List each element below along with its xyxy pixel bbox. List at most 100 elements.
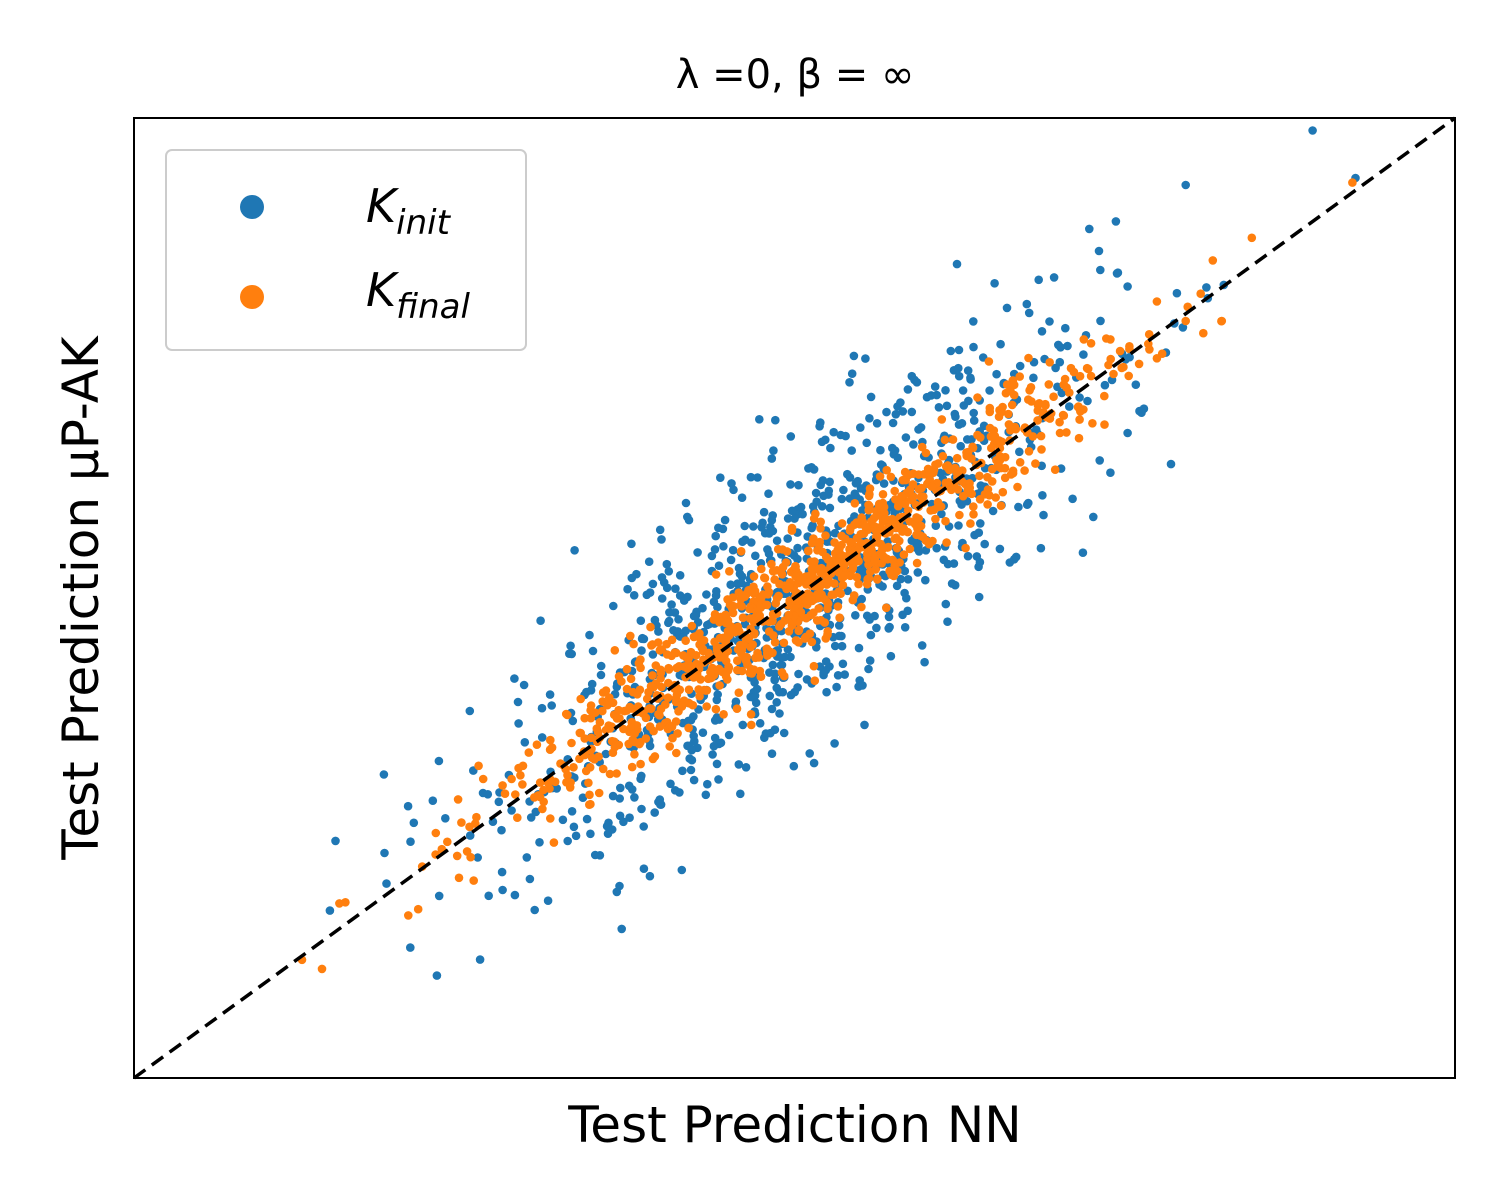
data-point: [938, 451, 948, 461]
data-point: [759, 507, 769, 517]
data-point: [903, 575, 913, 584]
data-point: [923, 464, 933, 474]
data-point: [617, 924, 626, 934]
data-point: [432, 971, 442, 980]
legend-label-k-init: Kinit: [366, 179, 452, 243]
data-point: [793, 683, 802, 692]
data-point: [494, 797, 504, 807]
data-point: [580, 713, 589, 723]
data-point: [473, 853, 483, 862]
data-point: [1068, 494, 1077, 504]
data-point: [1031, 459, 1040, 468]
legend-subscript-k-init: init: [396, 203, 451, 243]
data-point: [525, 874, 535, 884]
data-point: [598, 697, 607, 706]
data-point: [713, 602, 722, 612]
data-point: [917, 641, 927, 650]
data-point: [1100, 420, 1109, 429]
data-point: [711, 531, 720, 541]
data-point: [924, 539, 934, 549]
data-point: [452, 851, 462, 861]
data-point: [898, 475, 908, 485]
data-point: [1045, 358, 1054, 367]
data-point: [751, 551, 760, 561]
data-point: [531, 807, 541, 817]
data-point: [648, 671, 657, 680]
data-point: [650, 752, 660, 761]
data-point: [654, 627, 663, 636]
data-point: [864, 500, 873, 510]
data-point: [967, 454, 976, 463]
data-point: [875, 499, 884, 509]
identity-reference-line: [132, 116, 1457, 1080]
data-point: [715, 681, 724, 690]
data-point: [885, 566, 894, 576]
data-point: [807, 564, 817, 574]
data-point: [1038, 491, 1047, 500]
data-point: [884, 612, 894, 622]
data-point: [760, 573, 770, 583]
data-point: [655, 525, 665, 535]
data-point: [903, 385, 913, 394]
data-point: [1106, 354, 1115, 364]
data-point: [769, 446, 778, 455]
data-point: [681, 498, 691, 508]
data-point: [580, 734, 589, 743]
chart-title: λ =0, β = ∞: [676, 52, 915, 98]
data-point: [932, 543, 941, 553]
data-point: [681, 636, 690, 645]
data-point: [537, 733, 547, 742]
data-point: [472, 812, 481, 822]
data-point: [866, 392, 876, 402]
data-point: [772, 566, 782, 575]
data-point: [708, 750, 717, 759]
data-point: [947, 579, 957, 588]
data-point: [763, 545, 772, 554]
data-point: [951, 412, 960, 422]
data-point: [518, 780, 527, 789]
data-point: [549, 838, 559, 847]
data-point: [890, 486, 899, 496]
data-point: [639, 864, 649, 873]
data-point: [465, 831, 475, 840]
data-point: [1144, 330, 1154, 339]
data-point: [413, 904, 423, 914]
data-point: [545, 784, 554, 793]
data-point: [768, 660, 778, 670]
data-point: [847, 446, 856, 455]
data-point: [734, 760, 744, 769]
data-point: [777, 668, 787, 677]
data-point: [854, 579, 863, 589]
data-point: [815, 538, 824, 548]
data-point: [838, 551, 848, 561]
data-point: [602, 821, 612, 831]
data-point: [950, 480, 959, 490]
data-point: [1055, 357, 1065, 367]
data-point: [567, 738, 576, 748]
data-point: [954, 363, 963, 373]
data-point: [569, 763, 578, 772]
data-point: [963, 435, 972, 444]
data-point: [441, 814, 450, 823]
data-point: [728, 593, 738, 602]
data-point: [794, 669, 803, 679]
data-point: [684, 685, 694, 694]
data-point: [969, 317, 978, 326]
data-point: [684, 723, 693, 733]
data-point: [861, 354, 870, 363]
data-point: [1082, 363, 1092, 373]
data-point: [871, 565, 880, 574]
data-point: [830, 739, 839, 748]
data-point: [669, 626, 678, 635]
data-point: [630, 729, 639, 738]
data-point: [1247, 233, 1257, 243]
data-point: [474, 761, 483, 771]
data-point: [563, 770, 572, 780]
data-point: [629, 639, 638, 649]
data-point: [958, 491, 968, 501]
legend-marker-k-init: [240, 195, 264, 219]
data-point: [513, 697, 523, 707]
data-point: [860, 720, 869, 730]
data-point: [898, 527, 907, 536]
data-point: [590, 850, 600, 860]
